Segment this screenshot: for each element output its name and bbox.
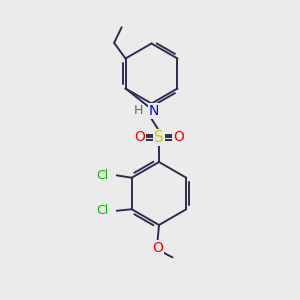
Text: Cl: Cl xyxy=(96,169,109,182)
Text: N: N xyxy=(149,104,159,118)
Text: S: S xyxy=(154,130,164,145)
Text: H: H xyxy=(134,104,143,118)
Text: O: O xyxy=(173,130,184,144)
Text: O: O xyxy=(152,242,163,255)
Text: O: O xyxy=(134,130,145,144)
Text: Cl: Cl xyxy=(96,204,109,217)
